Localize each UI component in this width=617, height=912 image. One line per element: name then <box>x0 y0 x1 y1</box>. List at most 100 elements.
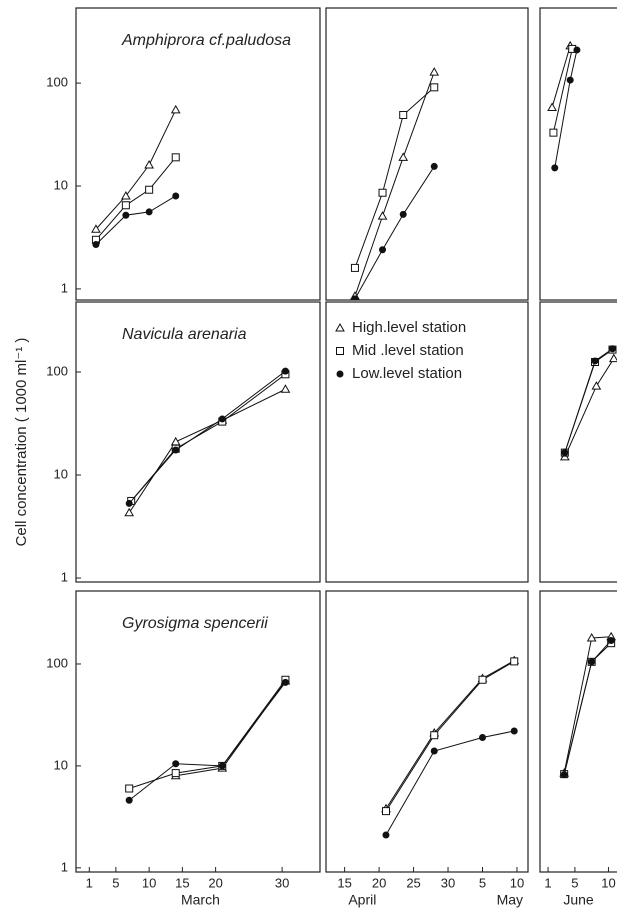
x-tick-label: 10 <box>510 875 524 890</box>
circle-marker <box>399 210 407 218</box>
panel-frame <box>75 7 321 301</box>
square-marker <box>121 201 130 210</box>
circle-marker <box>608 345 616 353</box>
x-axis-label: March <box>181 892 220 908</box>
circle-marker <box>122 211 130 219</box>
x-tick-label: 30 <box>441 875 455 890</box>
y-tick-label: 10 <box>54 757 68 772</box>
square-marker <box>430 731 439 740</box>
triangle-marker <box>170 104 181 114</box>
triangle-marker <box>377 211 388 220</box>
series-line <box>385 730 515 836</box>
triangle-marker <box>121 190 131 200</box>
x-tick-label: 20 <box>208 875 222 890</box>
series-line <box>354 166 435 300</box>
panel-frame <box>539 301 617 583</box>
plot-area <box>124 367 291 517</box>
circle-marker <box>125 796 133 804</box>
circle-marker <box>218 415 226 423</box>
series-line <box>95 195 176 245</box>
x-axis-label: May <box>497 892 523 908</box>
x-tick-label: 10 <box>601 875 615 890</box>
circle-marker <box>478 733 486 741</box>
triangle-marker <box>586 632 597 642</box>
x-tick-label: 30 <box>275 875 289 890</box>
panel-frame <box>75 590 321 873</box>
plot-area <box>91 104 181 249</box>
x-axis-label: April <box>348 892 376 908</box>
panel-frame <box>325 7 529 301</box>
y-tick-label: 1 <box>61 280 68 295</box>
panel-title: Navicula arenaria <box>122 326 247 343</box>
legend-label: High.level station <box>352 319 466 336</box>
circle-marker <box>172 192 180 200</box>
series-line <box>129 679 286 789</box>
series-line <box>95 157 177 241</box>
x-tick-label: 15 <box>337 875 351 890</box>
triangle-marker <box>547 102 557 111</box>
square-marker <box>171 153 180 162</box>
circle-marker <box>560 771 568 779</box>
circle-marker <box>510 727 518 735</box>
y-tick-label: 100 <box>46 363 68 378</box>
series-line <box>552 48 573 133</box>
circle-marker <box>218 762 226 770</box>
x-tick-label: 15 <box>175 875 189 890</box>
y-tick-label: 1 <box>61 569 68 584</box>
plot-area <box>125 675 291 804</box>
panel-frame <box>325 590 529 873</box>
triangle-marker <box>591 381 602 390</box>
circle-marker <box>281 367 289 375</box>
plot-area <box>559 345 617 461</box>
x-axis-label: June <box>563 892 594 908</box>
series-line <box>385 660 515 812</box>
x-tick-label: 20 <box>372 875 386 890</box>
circle-marker <box>125 499 133 507</box>
y-tick-label: 10 <box>54 466 68 481</box>
x-tick-label: 5 <box>479 875 486 890</box>
circle-marker <box>566 76 574 84</box>
triangle-marker <box>144 159 154 169</box>
square-marker <box>145 185 154 194</box>
square-marker <box>399 110 408 119</box>
panel-title: Gyrosigma spencerii <box>122 615 268 632</box>
triangle-marker <box>429 67 440 76</box>
square-marker <box>478 675 487 684</box>
series-line <box>551 45 571 108</box>
series-line <box>128 682 286 801</box>
triangle-marker <box>91 224 101 233</box>
legend-label: Low.level station <box>352 365 462 382</box>
circle-marker <box>382 831 390 839</box>
square-marker <box>510 657 519 666</box>
circle-marker <box>281 678 289 686</box>
triangle-marker <box>398 152 409 161</box>
square-marker <box>350 263 359 272</box>
x-tick-label: 1 <box>86 875 93 890</box>
circle-marker <box>588 658 596 666</box>
circle-marker <box>351 295 359 300</box>
panel-frame <box>539 590 617 873</box>
circle-marker <box>172 760 180 768</box>
square-marker <box>381 807 390 816</box>
circle-marker <box>92 241 100 249</box>
circle-marker <box>573 46 581 54</box>
plot-area <box>350 67 440 300</box>
triangle-marker <box>335 322 345 332</box>
x-tick-label: 10 <box>142 875 156 890</box>
series-line <box>95 109 177 230</box>
series-line <box>385 660 515 810</box>
panel-frame <box>539 7 617 301</box>
x-tick-label: 5 <box>571 875 578 890</box>
y-tick-label: 100 <box>46 655 68 670</box>
series-line <box>354 71 435 297</box>
circle-marker <box>336 370 344 378</box>
square-marker <box>171 769 180 778</box>
triangle-marker <box>280 384 291 393</box>
y-tick-label: 1 <box>61 859 68 874</box>
x-tick-label: 25 <box>406 875 420 890</box>
circle-marker <box>430 747 438 755</box>
x-tick-label: 1 <box>544 875 551 890</box>
circle-marker <box>145 208 153 216</box>
square-marker <box>378 188 387 197</box>
